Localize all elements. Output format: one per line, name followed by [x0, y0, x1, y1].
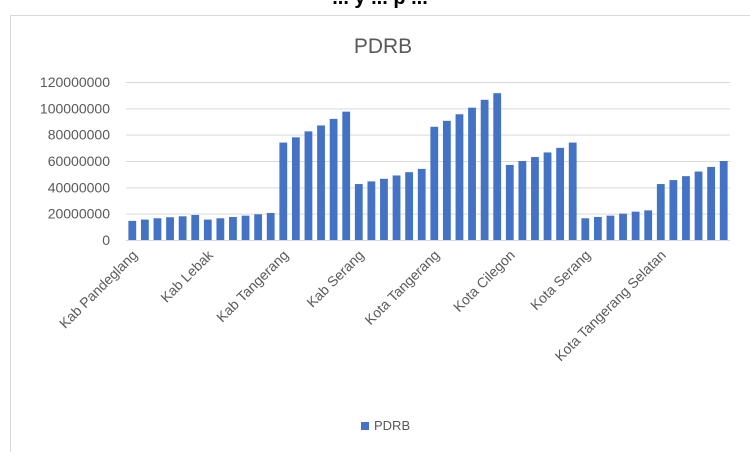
bar [481, 100, 489, 240]
bar [166, 217, 174, 240]
bar [443, 121, 451, 240]
bar [367, 181, 375, 240]
bar [707, 167, 715, 240]
bar [544, 152, 552, 240]
bar [518, 161, 526, 240]
bar [682, 176, 690, 240]
bar [418, 169, 426, 240]
bar [128, 221, 136, 240]
y-tick-label: 60000000 [48, 153, 111, 169]
bar [720, 161, 728, 240]
y-tick-label: 20000000 [48, 206, 111, 222]
bar [216, 218, 224, 240]
bar [292, 137, 300, 240]
bar [695, 172, 703, 240]
bar [632, 212, 640, 240]
bar [141, 220, 149, 240]
bar [644, 210, 652, 240]
bar [254, 214, 262, 240]
bar [267, 213, 275, 240]
y-tick-label: 0 [102, 232, 110, 248]
bar [154, 218, 162, 240]
bar [355, 184, 363, 240]
legend-label-pdrb: PDRB [374, 418, 410, 433]
bar [657, 184, 665, 240]
bar [456, 114, 464, 240]
y-tick-label: 120000000 [40, 74, 110, 90]
bar [607, 216, 615, 240]
y-tick-label: 100000000 [40, 100, 110, 116]
bar [229, 217, 237, 240]
bar [204, 220, 212, 240]
bar [279, 143, 287, 240]
bar [242, 216, 250, 240]
bar [405, 172, 413, 240]
bar [468, 108, 476, 240]
page-header-fragment: ... y ... p ... [332, 0, 428, 9]
bar [317, 125, 325, 240]
bar [506, 165, 514, 240]
bar [342, 112, 350, 240]
bar [330, 119, 338, 240]
bar [493, 93, 501, 240]
y-tick-label: 80000000 [48, 127, 111, 143]
bar [531, 157, 539, 240]
bar [380, 179, 388, 240]
bar [393, 175, 401, 240]
bar [191, 215, 199, 240]
y-tick-label: 40000000 [48, 179, 111, 195]
bar [594, 217, 602, 240]
legend-swatch-pdrb [361, 422, 369, 430]
chart-title: PDRB [354, 35, 412, 58]
bar [669, 180, 677, 240]
bar [581, 218, 589, 240]
bar [305, 131, 313, 240]
bar [619, 214, 627, 240]
bar [430, 127, 438, 240]
bar [179, 216, 187, 240]
bar [569, 143, 577, 240]
bar [556, 148, 564, 240]
